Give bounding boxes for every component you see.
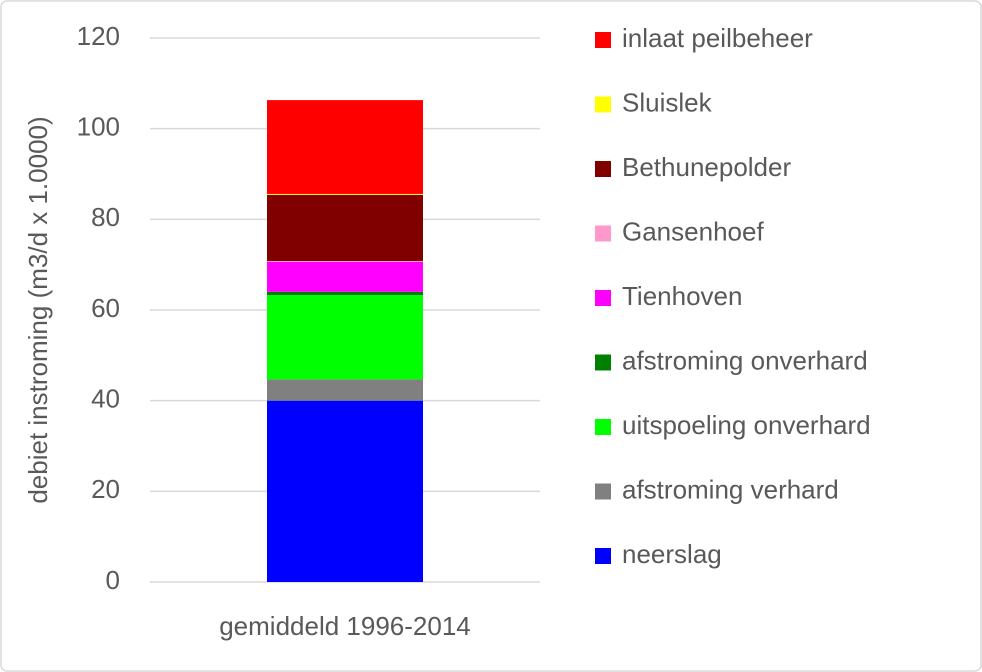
legend-swatch [595, 290, 611, 306]
legend-swatch [595, 32, 611, 48]
bar-segment [267, 261, 423, 262]
bar-segment [267, 193, 423, 195]
y-axis-label: debiet instroming (m3/d x 1.0000) [23, 116, 53, 503]
legend-swatch [595, 354, 611, 371]
bar-segment [267, 100, 423, 194]
legend-label: neerslag [622, 539, 722, 569]
bar-segment [267, 194, 423, 262]
x-tick-label: gemiddeld 1996-2014 [219, 611, 471, 641]
y-tick-label: 0 [106, 565, 120, 595]
legend-swatch [595, 483, 611, 500]
legend-swatch [595, 419, 611, 435]
y-tick-label: 120 [77, 21, 120, 51]
bar-segment [267, 400, 423, 582]
legend-label: Sluislek [622, 87, 713, 117]
y-tick-label: 100 [77, 112, 120, 142]
y-tick-label: 40 [91, 384, 120, 414]
legend-swatch [595, 96, 611, 113]
legend-swatch [595, 548, 611, 564]
y-tick-label: 60 [91, 293, 120, 323]
legend-label: afstroming onverhard [622, 345, 868, 375]
legend-swatch [595, 161, 611, 177]
legend-label: uitspoeling onverhard [622, 410, 871, 440]
legend-label: inlaat peilbeheer [622, 23, 813, 53]
y-tick-label: 80 [91, 202, 120, 232]
y-tick-label: 20 [91, 474, 120, 504]
bar-segment [267, 295, 423, 380]
legend-label: Tienhoven [622, 281, 742, 311]
bar-segment [267, 291, 423, 296]
bar-segment [267, 261, 423, 292]
bar-segment [267, 379, 423, 401]
legend-label: Gansenhoef [622, 216, 764, 246]
legend-swatch [595, 225, 611, 242]
legend-label: afstroming verhard [622, 474, 839, 504]
legend-label: Bethunepolder [622, 152, 791, 182]
